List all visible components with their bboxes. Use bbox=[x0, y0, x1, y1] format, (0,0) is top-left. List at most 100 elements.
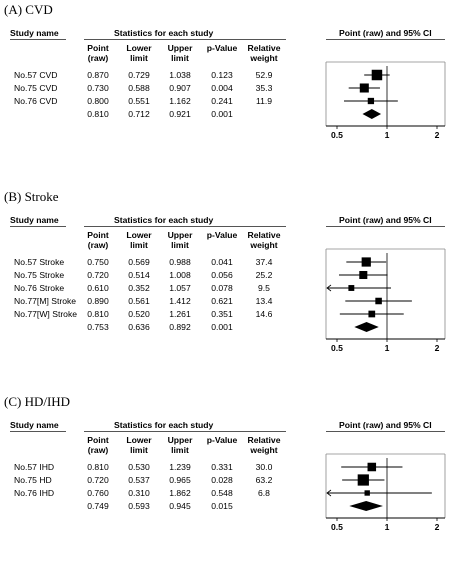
cell-point: 0.810 bbox=[87, 309, 109, 319]
statistics-header: Statistics for each study bbox=[114, 420, 214, 430]
cell-lower: 0.352 bbox=[128, 283, 150, 293]
column-header: Relative bbox=[247, 230, 281, 240]
cell-point: 0.730 bbox=[87, 83, 109, 93]
plot-header: Point (raw) and 95% CI bbox=[339, 28, 432, 38]
cell-lower: 0.593 bbox=[128, 501, 150, 511]
cell-point: 0.720 bbox=[87, 270, 109, 280]
cell-p: 0.548 bbox=[211, 488, 233, 498]
cell-upper: 1.162 bbox=[169, 96, 191, 106]
point-estimate-box bbox=[359, 83, 369, 93]
column-header: Point bbox=[87, 230, 109, 240]
ci-arrow-left bbox=[326, 489, 332, 497]
study-name-header: Study name bbox=[10, 215, 59, 225]
point-estimate-box bbox=[364, 490, 370, 496]
column-header: Relative bbox=[247, 435, 281, 445]
study-name: No.77[M] Stroke bbox=[14, 296, 77, 306]
point-estimate-box bbox=[357, 474, 369, 486]
x-tick-label: 1 bbox=[384, 522, 390, 532]
column-header: limit bbox=[171, 53, 189, 63]
study-name-header: Study name bbox=[10, 420, 59, 430]
column-header: limit bbox=[130, 53, 148, 63]
summary-diamond bbox=[349, 501, 383, 511]
column-header: (raw) bbox=[87, 53, 109, 63]
study-name: No.75 CVD bbox=[14, 83, 58, 93]
cell-point: 0.753 bbox=[87, 322, 109, 332]
cell-point: 0.720 bbox=[87, 475, 109, 485]
forest-plot bbox=[325, 453, 446, 521]
point-estimate-box bbox=[368, 310, 376, 318]
cell-lower: 0.588 bbox=[128, 83, 150, 93]
cell-p: 0.241 bbox=[211, 96, 233, 106]
cell-p: 0.123 bbox=[211, 70, 233, 80]
x-tick-label: 0.5 bbox=[331, 343, 343, 353]
cell-upper: 0.907 bbox=[169, 83, 191, 93]
cell-upper: 1.239 bbox=[169, 462, 191, 472]
header-rule bbox=[84, 226, 286, 227]
study-name: No.75 HD bbox=[14, 475, 52, 485]
cell-lower: 0.712 bbox=[128, 109, 150, 119]
column-header: limit bbox=[130, 240, 148, 250]
cell-p: 0.078 bbox=[211, 283, 233, 293]
header-rule bbox=[10, 431, 66, 432]
cell-upper: 1.057 bbox=[169, 283, 191, 293]
column-header: Upper bbox=[167, 230, 193, 240]
cell-point: 0.810 bbox=[87, 462, 109, 472]
cell-upper: 0.965 bbox=[169, 475, 191, 485]
column-header: limit bbox=[130, 445, 148, 455]
cell-p: 0.331 bbox=[211, 462, 233, 472]
plot-header: Point (raw) and 95% CI bbox=[339, 215, 432, 225]
cell-p: 0.041 bbox=[211, 257, 233, 267]
cell-lower: 0.520 bbox=[128, 309, 150, 319]
cell-weight: 30.0 bbox=[255, 462, 273, 472]
x-tick-label: 2 bbox=[434, 130, 440, 140]
cell-p: 0.621 bbox=[211, 296, 233, 306]
study-name-header: Study name bbox=[10, 28, 59, 38]
column-header: Point bbox=[87, 43, 109, 53]
cell-p: 0.001 bbox=[211, 322, 233, 332]
cell-lower: 0.551 bbox=[128, 96, 150, 106]
header-rule bbox=[326, 39, 445, 40]
cell-lower: 0.636 bbox=[128, 322, 150, 332]
cell-weight: 37.4 bbox=[255, 257, 273, 267]
column-header: Lower bbox=[126, 43, 152, 53]
cell-weight: 25.2 bbox=[255, 270, 273, 280]
x-tick-label: 1 bbox=[384, 130, 390, 140]
forest-panel-2: (B) Stroke Study name Statistics for each … bbox=[0, 187, 449, 367]
study-name: No.57 Stroke bbox=[14, 257, 65, 267]
study-name: No.57 IHD bbox=[14, 462, 55, 472]
x-tick-label: 0.5 bbox=[331, 130, 343, 140]
point-estimate-box bbox=[359, 270, 368, 280]
cell-point: 0.800 bbox=[87, 96, 109, 106]
x-tick-label: 2 bbox=[434, 343, 440, 353]
cell-lower: 0.310 bbox=[128, 488, 150, 498]
cell-lower: 0.530 bbox=[128, 462, 150, 472]
study-name: No.76 IHD bbox=[14, 488, 55, 498]
header-rule bbox=[326, 431, 445, 432]
forest-plot bbox=[325, 248, 446, 342]
point-estimate-box bbox=[371, 69, 383, 81]
study-name: No.77[W] Stroke bbox=[14, 309, 78, 319]
column-header: limit bbox=[171, 445, 189, 455]
cell-point: 0.750 bbox=[87, 257, 109, 267]
column-header: Lower bbox=[126, 435, 152, 445]
column-header: (raw) bbox=[87, 240, 109, 250]
column-header: Point bbox=[87, 435, 109, 445]
study-name: No.57 CVD bbox=[14, 70, 58, 80]
column-header: Upper bbox=[167, 435, 193, 445]
cell-p: 0.015 bbox=[211, 501, 233, 511]
forest-panel-1: (A) CVD Study name Statistics for each stu… bbox=[0, 0, 449, 180]
cell-weight: 13.4 bbox=[255, 296, 273, 306]
panel-title: (A) CVD bbox=[4, 2, 53, 17]
statistics-header: Statistics for each study bbox=[114, 215, 214, 225]
point-estimate-box bbox=[361, 257, 371, 267]
point-estimate-box bbox=[367, 462, 377, 472]
cell-p: 0.351 bbox=[211, 309, 233, 319]
cell-point: 0.870 bbox=[87, 70, 109, 80]
forest-plot bbox=[325, 61, 446, 129]
column-header: limit bbox=[171, 240, 189, 250]
cell-upper: 0.945 bbox=[169, 501, 191, 511]
cell-lower: 0.729 bbox=[128, 70, 150, 80]
column-header: Lower bbox=[126, 230, 152, 240]
cell-upper: 0.988 bbox=[169, 257, 191, 267]
cell-p: 0.004 bbox=[211, 83, 233, 93]
